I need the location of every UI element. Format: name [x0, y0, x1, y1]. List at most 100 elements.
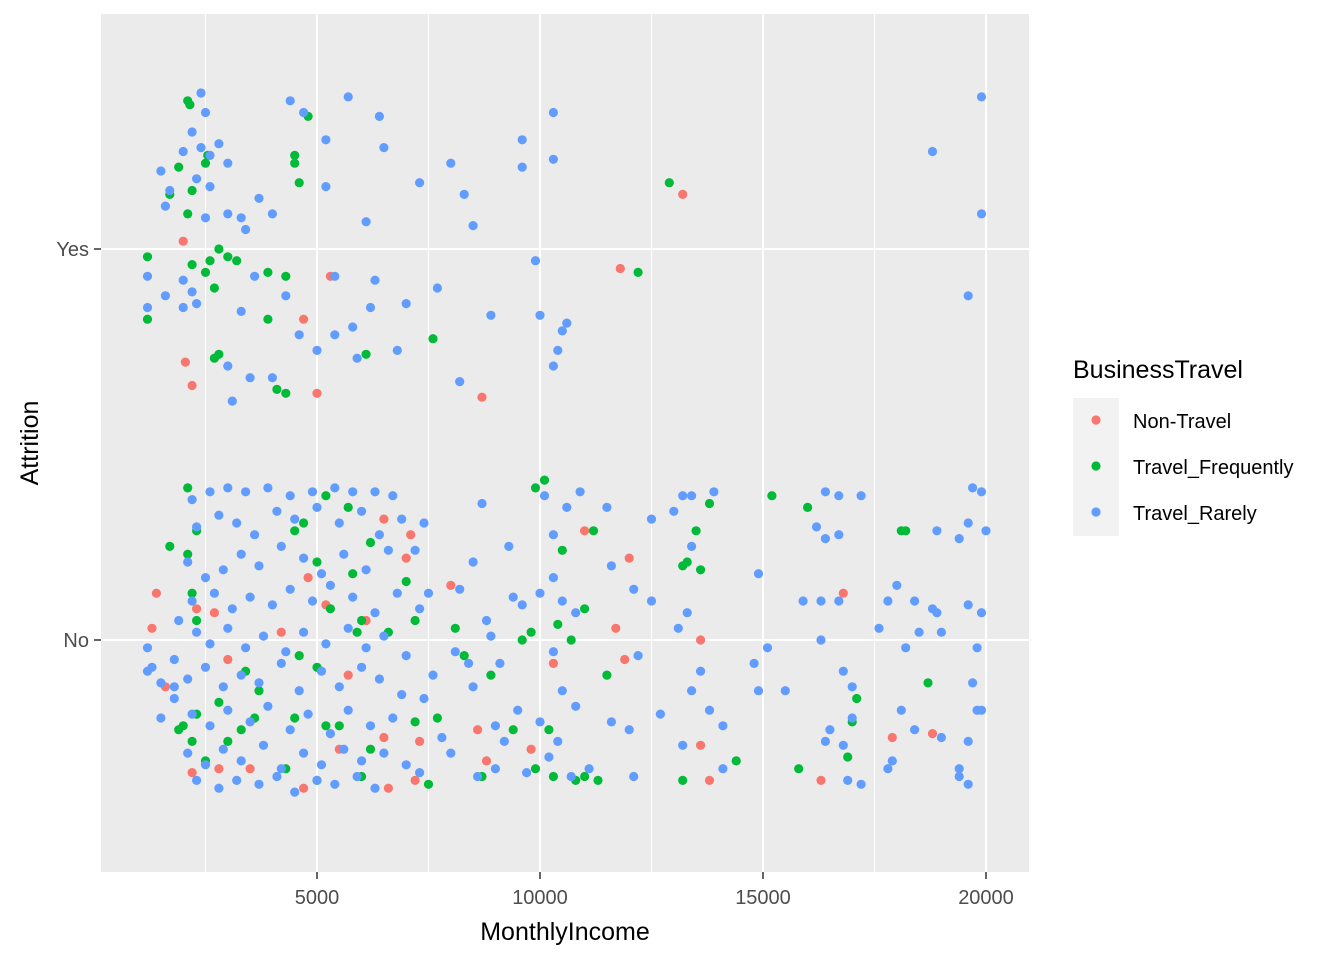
data-point: [321, 491, 331, 501]
data-point: [352, 627, 362, 637]
data-point: [352, 771, 362, 782]
data-point: [209, 608, 219, 618]
data-point: [187, 380, 197, 391]
data-point: [236, 306, 246, 316]
data-point: [816, 596, 826, 606]
data-point: [183, 674, 193, 684]
data-point: [406, 530, 416, 540]
data-point: [365, 537, 376, 548]
data-point: [468, 221, 478, 231]
data-point: [294, 330, 304, 340]
data-point: [450, 647, 460, 657]
legend: BusinessTravel Non-Travel Travel_Frequent…: [1073, 356, 1293, 536]
data-point: [258, 740, 269, 750]
data-point: [548, 658, 559, 669]
data-point: [553, 619, 563, 630]
data-point: [307, 596, 318, 606]
data-point: [187, 709, 197, 719]
data-point: [530, 764, 541, 774]
data-point: [281, 647, 291, 657]
data-point: [557, 596, 567, 606]
data-point: [321, 182, 331, 192]
data-point: [473, 725, 483, 735]
data-point: [250, 271, 260, 281]
data-point: [927, 729, 938, 739]
data-point: [241, 224, 251, 235]
data-point: [580, 526, 590, 536]
data-point: [339, 549, 349, 559]
data-point: [303, 573, 313, 583]
grid-lines: [101, 14, 1029, 872]
data-point: [544, 752, 554, 762]
data-point: [361, 349, 371, 359]
data-point: [535, 717, 545, 727]
data-point: [562, 318, 572, 328]
data-point: [290, 150, 300, 160]
data-point: [548, 530, 559, 540]
data-point: [798, 596, 808, 606]
data-point: [415, 736, 425, 747]
data-point: [981, 526, 991, 536]
data-point: [357, 662, 367, 672]
data-point: [250, 530, 260, 540]
data-point: [687, 491, 697, 501]
data-point: [646, 596, 657, 606]
data-point: [214, 510, 224, 520]
data-point: [834, 596, 844, 606]
data-point: [669, 506, 679, 516]
data-point: [187, 495, 197, 505]
data-point: [245, 373, 255, 383]
data-point: [214, 697, 224, 708]
data-point: [187, 596, 197, 606]
data-point: [673, 623, 683, 633]
data-point: [820, 736, 831, 747]
data-point: [174, 725, 184, 735]
data-point: [522, 768, 532, 778]
data-point: [156, 678, 166, 688]
data-point: [160, 291, 170, 301]
data-point: [151, 588, 161, 598]
data-point: [209, 283, 219, 293]
data-point: [348, 322, 358, 332]
data-point: [357, 615, 367, 626]
data-point: [339, 744, 349, 754]
data-point: [392, 588, 402, 598]
data-point: [196, 143, 206, 153]
data-point: [423, 779, 434, 789]
data-point: [276, 627, 286, 637]
data-point: [192, 615, 202, 626]
data-point: [816, 635, 826, 645]
data-point: [223, 361, 233, 371]
data-point: [187, 127, 197, 137]
data-point: [972, 643, 982, 653]
data-point: [932, 526, 942, 536]
data-point: [423, 588, 434, 598]
data-point: [218, 565, 228, 575]
data-point: [183, 483, 193, 493]
data-point: [646, 514, 657, 524]
data-point: [272, 771, 282, 782]
data-point: [548, 154, 559, 164]
data-point: [263, 483, 273, 493]
data-point: [343, 623, 353, 633]
data-point: [192, 627, 202, 637]
data-point: [548, 647, 559, 657]
data-point: [843, 752, 853, 762]
data-point: [374, 530, 384, 540]
data-point: [397, 514, 407, 524]
data-point: [696, 666, 706, 676]
data-point: [517, 600, 527, 610]
data-point: [205, 487, 215, 497]
data-point: [254, 193, 264, 203]
data-point: [192, 522, 202, 532]
data-point: [401, 576, 411, 587]
data-point: [325, 580, 335, 591]
data-point: [379, 631, 389, 641]
data-point: [258, 631, 269, 641]
data-point: [834, 491, 844, 501]
data-point: [294, 686, 304, 696]
data-point: [936, 732, 947, 743]
data-point: [388, 491, 398, 501]
data-point: [281, 388, 291, 398]
